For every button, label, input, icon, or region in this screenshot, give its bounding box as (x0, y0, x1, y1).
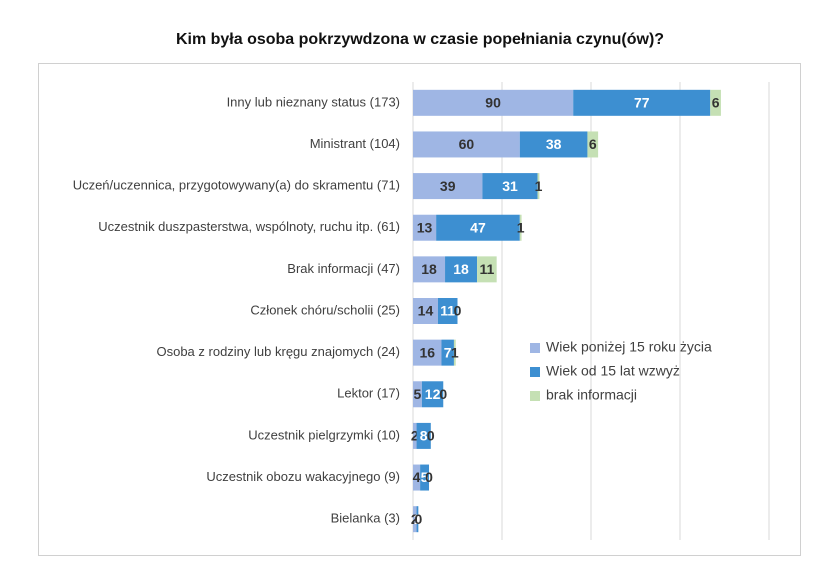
y-tick-label: Uczeń/uczennica, przygotowywany(a) do sk… (73, 178, 400, 193)
legend-swatch (530, 343, 540, 353)
data-label: 60 (459, 136, 475, 152)
bar-segment (420, 464, 430, 491)
bar-segment (413, 506, 417, 533)
bar-segment (421, 381, 444, 408)
bar-segment (437, 298, 458, 324)
y-tick-label: Bielanka (3) (331, 511, 400, 526)
bar-segment (453, 339, 456, 366)
data-label: 5 (414, 386, 422, 402)
data-label: 31 (502, 178, 518, 194)
bar-segment (477, 256, 497, 283)
bar-segment (587, 131, 599, 158)
data-label: 18 (421, 261, 437, 277)
chart-title: Kim była osoba pokrzywdzona w czasie pop… (176, 31, 664, 48)
bar-segment (482, 173, 538, 200)
bar-segment (413, 381, 422, 408)
bar-segment (413, 464, 421, 491)
y-tick-label: Osoba z rodziny lub kręgu znajomych (24) (156, 344, 400, 359)
y-tick-label: Uczestnik duszpasterstwa, wspólnoty, ruc… (98, 219, 400, 234)
data-label: 6 (712, 95, 720, 111)
bar-segment (413, 131, 520, 158)
y-tick-label: Uczestnik obozu wakacyjnego (9) (206, 469, 400, 484)
bar-segment (445, 256, 478, 283)
legend-swatch (530, 391, 540, 401)
data-label: 90 (485, 95, 501, 111)
data-label: 0 (414, 511, 422, 527)
bar-segment (413, 422, 417, 449)
legend-label: Wiek poniżej 15 roku życia (546, 339, 712, 355)
data-label: 47 (470, 219, 486, 235)
data-label: 2 (411, 428, 419, 444)
bar-segment (413, 339, 442, 366)
y-tick-label: Uczestnik pielgrzymki (10) (248, 427, 400, 442)
data-label: 13 (417, 219, 433, 235)
y-tick-label: Członek chóru/scholii (25) (250, 302, 400, 317)
legend-label: brak informacji (546, 387, 637, 403)
bar-segment (416, 506, 419, 533)
data-label: 0 (454, 303, 462, 319)
bar-segment (519, 214, 522, 241)
data-label: 0 (439, 386, 447, 402)
bar-segment (413, 256, 446, 283)
bar-segment (413, 89, 574, 116)
bar-segment (413, 173, 483, 200)
legend-label: Wiek od 15 lat wzwyż (546, 363, 680, 379)
data-label: 18 (453, 261, 469, 277)
legend-swatch (530, 367, 540, 377)
data-label: 2 (411, 511, 419, 527)
data-label: 12 (425, 386, 441, 402)
data-label: 5 (421, 469, 429, 485)
data-label: 4 (413, 469, 421, 485)
bar-segment (537, 173, 540, 200)
y-tick-label: Inny lub nieznany status (173) (227, 94, 400, 109)
data-label: 11 (479, 261, 494, 277)
y-tick-label: Brak informacji (47) (287, 261, 400, 276)
bar-segment (573, 89, 711, 116)
data-label: 6 (589, 136, 597, 152)
data-label: 0 (427, 428, 435, 444)
data-label: 1 (451, 344, 459, 360)
data-label: 16 (419, 344, 435, 360)
data-label: 1 (535, 178, 543, 194)
data-label: 39 (440, 178, 456, 194)
bar-segment (519, 131, 588, 158)
bar-segment (413, 214, 437, 241)
data-label: 11 (440, 303, 455, 319)
data-label: 14 (418, 303, 434, 319)
data-label: 38 (546, 136, 562, 152)
data-label: 1 (517, 219, 525, 235)
data-label: 8 (420, 428, 428, 444)
bar-segment (416, 422, 431, 449)
bar-segment (441, 339, 454, 366)
bar-segment (710, 89, 721, 116)
data-label: 0 (425, 469, 433, 485)
data-label: 1 (414, 511, 422, 527)
data-label: 7 (444, 344, 452, 360)
bar-segment (413, 298, 438, 324)
y-tick-label: Lektor (17) (337, 386, 400, 401)
data-label: 77 (634, 95, 650, 111)
bar-segment (436, 214, 520, 241)
y-tick-label: Ministrant (104) (310, 136, 400, 151)
